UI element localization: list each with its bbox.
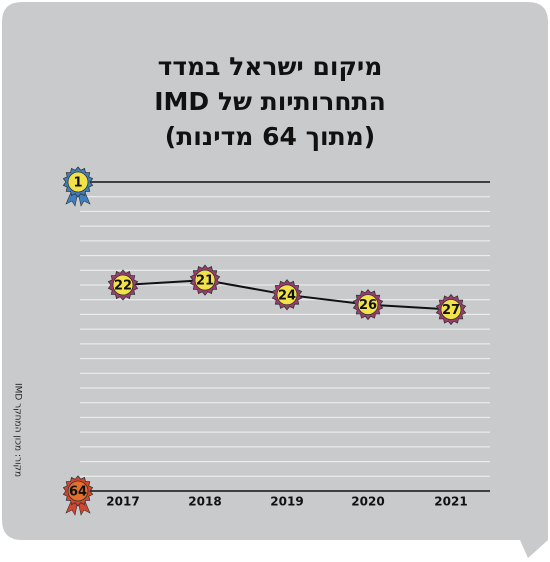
y-tick-label: 1 [73, 176, 82, 191]
point-center [112, 274, 134, 296]
data-label: 24 [278, 288, 296, 303]
point-center [357, 294, 379, 316]
x-tick-label: 2017 [106, 495, 139, 509]
data-label: 27 [442, 303, 460, 318]
x-tick-label: 2020 [351, 495, 384, 509]
chart-title: התחרותיות של IMD [154, 87, 386, 116]
rank-badge-center [67, 480, 89, 502]
point-center [276, 284, 298, 306]
data-label: 21 [196, 274, 214, 289]
data-label: 26 [359, 298, 377, 313]
x-tick-label: 2019 [270, 495, 303, 509]
x-tick-label: 2018 [188, 495, 221, 509]
point-center [194, 269, 216, 291]
source-note: מקור: מכון המחקר IMD [13, 383, 23, 477]
chart-title: (מתוך 64 מדינות) [165, 122, 375, 151]
chart-title: מיקום ישראל במדד [158, 52, 383, 81]
y-tick-label: 64 [69, 485, 87, 500]
x-tick-label: 2021 [434, 495, 467, 509]
data-label: 22 [114, 279, 132, 294]
rank-badge-center [67, 171, 89, 193]
point-center [440, 299, 462, 320]
